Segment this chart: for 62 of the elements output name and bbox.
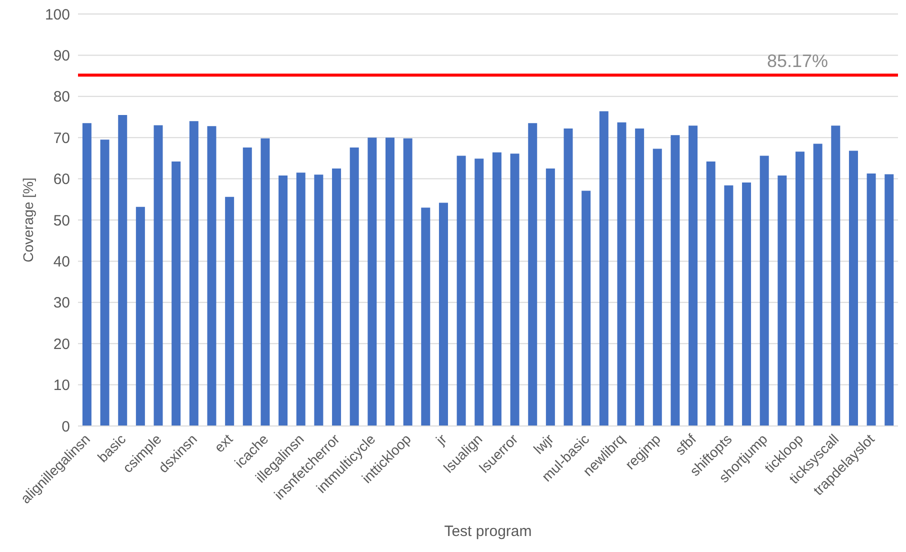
bar bbox=[617, 122, 626, 426]
y-tick-label: 90 bbox=[53, 48, 70, 65]
bar bbox=[831, 126, 840, 426]
bar bbox=[207, 126, 216, 426]
bar bbox=[778, 176, 787, 426]
bar bbox=[813, 144, 822, 426]
bar bbox=[82, 123, 92, 426]
bar bbox=[154, 125, 163, 426]
bar bbox=[100, 140, 110, 426]
bar bbox=[136, 206, 145, 426]
y-tick-label: 20 bbox=[53, 336, 70, 353]
bar bbox=[546, 168, 555, 426]
bar bbox=[189, 121, 198, 426]
bar bbox=[421, 208, 430, 426]
bar bbox=[884, 174, 894, 426]
y-tick-label: 60 bbox=[53, 171, 70, 188]
y-tick-label: 70 bbox=[53, 130, 70, 147]
bar bbox=[403, 138, 412, 426]
y-tick-label: 0 bbox=[62, 418, 70, 436]
bar bbox=[350, 147, 359, 426]
bar bbox=[635, 128, 644, 426]
y-tick-label: 30 bbox=[53, 294, 70, 312]
bar bbox=[582, 190, 591, 426]
bar bbox=[760, 156, 769, 426]
x-tick-label: ext bbox=[211, 430, 236, 456]
bar bbox=[599, 111, 608, 426]
bar bbox=[796, 152, 804, 426]
bar bbox=[866, 173, 876, 426]
bar bbox=[456, 156, 466, 426]
bar bbox=[742, 182, 752, 426]
bar bbox=[296, 172, 306, 426]
x-tick-label: jr bbox=[432, 430, 450, 448]
bar bbox=[314, 174, 324, 426]
bar bbox=[670, 135, 680, 426]
bar bbox=[688, 126, 698, 426]
y-tick-label: 100 bbox=[44, 6, 70, 24]
bar bbox=[706, 161, 716, 426]
bar bbox=[278, 176, 288, 426]
y-axis-title: Coverage [%] bbox=[20, 178, 36, 262]
bar bbox=[848, 150, 858, 426]
y-tick-label: 50 bbox=[53, 212, 70, 230]
bar bbox=[242, 147, 252, 426]
bar bbox=[368, 138, 377, 426]
y-tick-label: 40 bbox=[53, 254, 70, 271]
bar bbox=[386, 138, 394, 426]
bar bbox=[474, 158, 484, 426]
bar bbox=[225, 196, 234, 426]
bar bbox=[172, 161, 181, 426]
bar bbox=[492, 152, 502, 426]
y-tick-label: 80 bbox=[53, 88, 70, 106]
bar bbox=[652, 148, 662, 426]
bar bbox=[332, 168, 342, 426]
ref-line-label: 85.17% bbox=[766, 50, 828, 71]
bar bbox=[118, 114, 128, 426]
bar bbox=[564, 128, 573, 426]
bar bbox=[510, 154, 520, 426]
bar bbox=[528, 123, 538, 426]
x-axis-title: Test program bbox=[444, 523, 532, 540]
bar bbox=[724, 185, 734, 426]
y-tick-label: 10 bbox=[53, 377, 70, 394]
bar bbox=[260, 138, 270, 426]
bar bbox=[438, 202, 448, 426]
